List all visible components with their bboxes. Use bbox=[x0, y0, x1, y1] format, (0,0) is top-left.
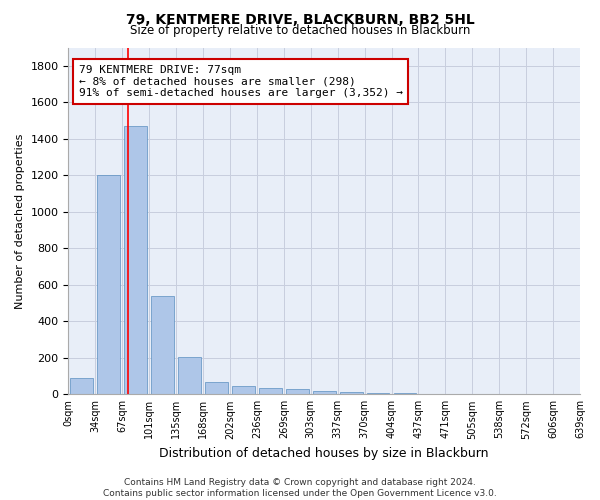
Text: 79 KENTMERE DRIVE: 77sqm
← 8% of detached houses are smaller (298)
91% of semi-d: 79 KENTMERE DRIVE: 77sqm ← 8% of detache… bbox=[79, 65, 403, 98]
Bar bbox=[232, 386, 255, 394]
Bar bbox=[259, 388, 282, 394]
Text: Contains HM Land Registry data © Crown copyright and database right 2024.
Contai: Contains HM Land Registry data © Crown c… bbox=[103, 478, 497, 498]
Bar bbox=[205, 382, 228, 394]
Bar bbox=[367, 393, 389, 394]
Bar bbox=[70, 378, 94, 394]
Text: Size of property relative to detached houses in Blackburn: Size of property relative to detached ho… bbox=[130, 24, 470, 37]
X-axis label: Distribution of detached houses by size in Blackburn: Distribution of detached houses by size … bbox=[160, 447, 489, 460]
Y-axis label: Number of detached properties: Number of detached properties bbox=[15, 133, 25, 308]
Bar bbox=[178, 357, 201, 395]
Bar bbox=[124, 126, 147, 394]
Text: 79, KENTMERE DRIVE, BLACKBURN, BB2 5HL: 79, KENTMERE DRIVE, BLACKBURN, BB2 5HL bbox=[125, 12, 475, 26]
Bar bbox=[151, 296, 174, 394]
Bar bbox=[313, 391, 335, 394]
Bar bbox=[340, 392, 362, 394]
Bar bbox=[286, 389, 309, 394]
Bar bbox=[97, 176, 120, 394]
